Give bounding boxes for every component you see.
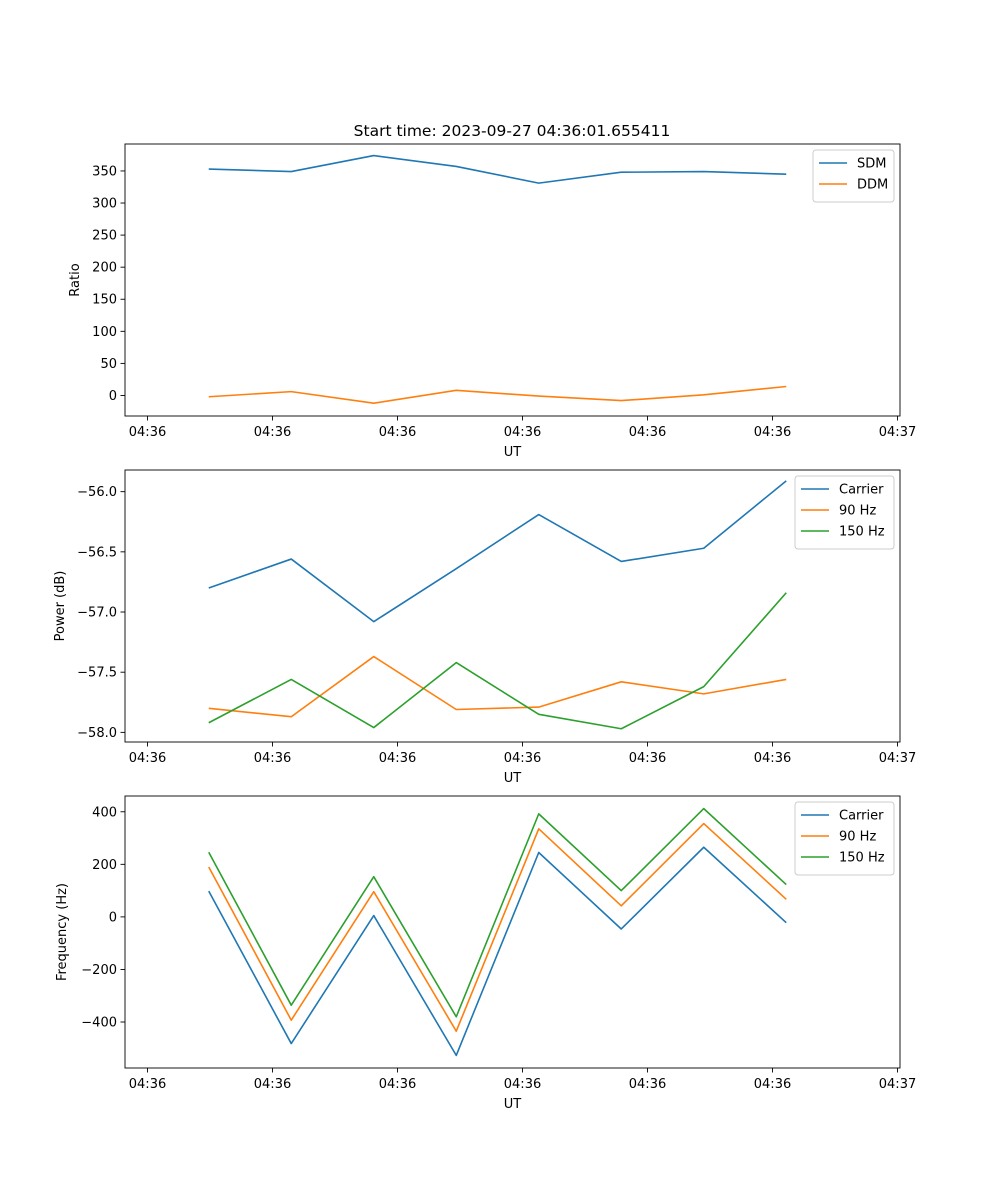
x-tick-label: 04:36 (629, 1077, 666, 1092)
x-tick-label: 04:36 (379, 1077, 416, 1092)
plots-container: 04:36 04:36 04:36 04:36 04:36 04:36 04:37 UT 0 50… (53, 143, 916, 1112)
x-tick-label: 04:36 (754, 751, 791, 766)
subplot-3: 04:36 04:36 04:36 04:36 04:36 04:36 04:37 UT 400… (55, 795, 916, 1112)
x-tick-label: 04:36 (129, 1077, 166, 1092)
x-tick-label: 04:36 (254, 1077, 291, 1092)
legend: SDM DDM (812, 149, 895, 203)
series-lines (208, 807, 787, 1057)
x-axis: 04:36 04:36 04:36 04:36 04:36 04:36 04:37 UT (129, 742, 916, 786)
figure-title: Start time: 2023-09-27 04:36:01.655411 (354, 122, 671, 140)
legend-label-ddm: DDM (857, 178, 888, 193)
x-axis-label: UT (504, 445, 522, 460)
x-tick-label: 04:36 (629, 751, 666, 766)
y-tick-label: −200 (81, 963, 117, 978)
y-axis: 0 50 100 150 200 250 300 350 Ratio (68, 164, 125, 404)
y-axis-label: Power (dB) (53, 571, 68, 642)
y-tick-label: −56.5 (77, 545, 117, 560)
y-tick-label: 250 (92, 229, 117, 244)
subplot-1: 04:36 04:36 04:36 04:36 04:36 04:36 04:37 UT 0 50… (68, 143, 916, 460)
y-tick-label: −56.0 (77, 485, 117, 500)
axes-frame (124, 469, 901, 743)
y-tick-label: 0 (109, 910, 117, 925)
y-tick-label: 350 (92, 164, 117, 179)
y-tick-label: 100 (92, 325, 117, 340)
x-tick-label: 04:36 (254, 751, 291, 766)
legend-label-90-hz: 90 Hz (839, 830, 876, 845)
series-line-carrier (208, 846, 787, 1057)
legend-label-90-hz: 90 Hz (839, 504, 876, 519)
x-axis-label: UT (504, 771, 522, 786)
x-tick-label: 04:37 (879, 751, 916, 766)
legend: Carrier 90 Hz 150 Hz (794, 801, 895, 876)
legend-label-150-hz: 150 Hz (839, 851, 885, 866)
y-tick-label: −58.0 (77, 726, 117, 741)
series-line-90-hz (208, 822, 787, 1033)
legend: Carrier 90 Hz 150 Hz (794, 475, 895, 550)
legend-label-sdm: SDM (857, 157, 886, 172)
x-tick-label: 04:36 (129, 751, 166, 766)
y-tick-label: −57.5 (77, 666, 117, 681)
series-line-90-hz (208, 655, 787, 718)
y-tick-label: −57.0 (77, 606, 117, 621)
x-axis: 04:36 04:36 04:36 04:36 04:36 04:36 04:37 UT (129, 416, 916, 460)
x-tick-label: 04:36 (504, 1077, 541, 1092)
y-axis-label: Frequency (Hz) (55, 883, 70, 981)
y-tick-label: 200 (92, 261, 117, 276)
series-line-carrier (208, 480, 787, 623)
x-tick-label: 04:36 (754, 1077, 791, 1092)
series-line-150-hz (208, 592, 787, 730)
series-line-ddm (208, 385, 787, 404)
x-tick-label: 04:36 (129, 425, 166, 440)
x-tick-label: 04:36 (504, 751, 541, 766)
y-axis: −56.0 −56.5 −57.0 −57.5 −58.0 Power (dB) (53, 485, 125, 741)
x-tick-label: 04:36 (379, 425, 416, 440)
series-lines (208, 154, 787, 404)
y-tick-label: 150 (92, 293, 117, 308)
axes-frame (124, 143, 901, 417)
legend-label-carrier: Carrier (839, 809, 884, 824)
y-tick-label: 200 (92, 858, 117, 873)
y-tick-label: 50 (100, 357, 117, 372)
x-tick-label: 04:36 (754, 425, 791, 440)
legend-label-carrier: Carrier (839, 483, 884, 498)
y-axis-label: Ratio (68, 263, 83, 296)
x-axis: 04:36 04:36 04:36 04:36 04:36 04:36 04:37 UT (129, 1068, 916, 1112)
subplot-2: 04:36 04:36 04:36 04:36 04:36 04:36 04:37 UT −56… (53, 469, 916, 786)
x-tick-label: 04:36 (379, 751, 416, 766)
y-axis: 400 200 0 −200 −400 Frequency (Hz) (55, 805, 125, 1031)
x-tick-label: 04:36 (504, 425, 541, 440)
series-lines (208, 480, 787, 730)
axes-frame (124, 795, 901, 1069)
series-line-sdm (208, 154, 787, 184)
y-tick-label: 300 (92, 197, 117, 212)
x-tick-label: 04:37 (879, 425, 916, 440)
x-tick-label: 04:37 (879, 1077, 916, 1092)
series-line-150-hz (208, 807, 787, 1018)
y-tick-label: 0 (109, 389, 117, 404)
y-tick-label: 400 (92, 805, 117, 820)
y-tick-label: −400 (81, 1016, 117, 1031)
legend-label-150-hz: 150 Hz (839, 525, 885, 540)
x-tick-label: 04:36 (254, 425, 291, 440)
x-tick-label: 04:36 (629, 425, 666, 440)
x-axis-label: UT (504, 1097, 522, 1112)
